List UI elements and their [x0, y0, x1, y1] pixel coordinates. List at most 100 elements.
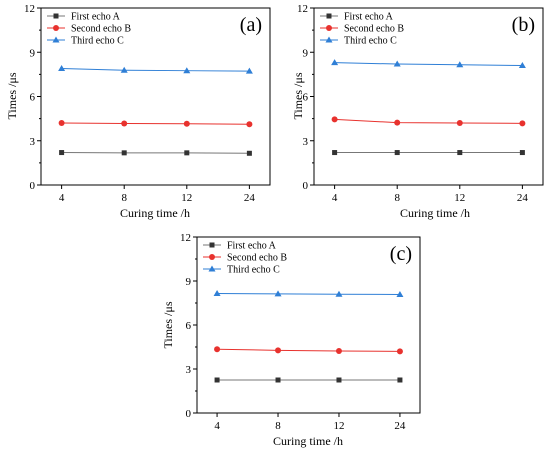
- x-tick-label: 12: [181, 192, 192, 204]
- x-tick-label: 24: [244, 192, 256, 204]
- data-point: [457, 150, 463, 156]
- series-1: [214, 377, 403, 383]
- y-axis-label: Times /μs: [5, 72, 19, 119]
- data-point: [183, 67, 191, 74]
- x-axis-label: Curing time /h: [273, 434, 343, 448]
- y-tick-label: 12: [24, 3, 35, 15]
- series-line: [61, 122, 250, 125]
- chart-panel-2: 0 3 6 9 12 4 8 12 24 Curing time /h Times /μs (b) Fi…: [291, 3, 544, 220]
- series-line: [334, 118, 523, 124]
- x-tick-label: 8: [394, 192, 400, 204]
- data-point: [393, 60, 401, 67]
- data-point: [58, 120, 65, 127]
- y-tick-label: 9: [30, 47, 36, 59]
- series-3: [213, 289, 404, 297]
- y-tick-label: 9: [303, 47, 309, 59]
- data-point: [184, 150, 190, 156]
- x-tick-label: 8: [121, 192, 127, 204]
- y-tick-label: 3: [186, 364, 192, 376]
- data-point: [121, 120, 128, 127]
- data-point: [246, 121, 253, 128]
- legend-marker: [209, 254, 215, 260]
- legend-marker: [52, 36, 60, 43]
- series-2: [58, 120, 253, 128]
- data-point: [396, 290, 404, 297]
- y-axis-label: Times /μs: [291, 72, 305, 119]
- legend-entry: First echo A: [71, 12, 121, 23]
- legend-entry: Second echo B: [71, 24, 131, 35]
- data-point: [331, 59, 339, 66]
- legend-entry: First echo A: [227, 241, 277, 252]
- data-point: [275, 347, 282, 354]
- data-point: [519, 120, 526, 127]
- series-1: [59, 150, 252, 156]
- panel-label: (a): [240, 14, 262, 36]
- y-tick-label: 0: [30, 180, 36, 192]
- chart-panel-1: 0 3 6 9 12 4 8 12 24 Curing time /h Times /μs (a) Fi…: [5, 3, 271, 220]
- data-point: [121, 150, 127, 156]
- data-point: [396, 348, 403, 355]
- data-point: [335, 290, 343, 297]
- legend-marker: [325, 36, 333, 43]
- series-line: [61, 67, 250, 72]
- y-tick-label: 0: [186, 408, 192, 420]
- panel-label: (b): [512, 14, 535, 36]
- data-point: [183, 120, 190, 127]
- data-point: [245, 67, 253, 74]
- data-point: [336, 377, 342, 383]
- legend-marker: [209, 242, 215, 248]
- y-tick-label: 9: [186, 276, 192, 288]
- data-point: [214, 346, 221, 353]
- series-line: [61, 152, 250, 154]
- y-tick-label: 6: [303, 92, 309, 104]
- legend-entry: Third echo C: [71, 36, 124, 47]
- x-tick-label: 8: [275, 420, 281, 432]
- series-2: [214, 346, 403, 355]
- y-tick-label: 3: [303, 136, 309, 148]
- data-point: [275, 377, 281, 383]
- x-axis-label: Curing time /h: [120, 206, 190, 220]
- series-1: [332, 150, 525, 156]
- data-point: [519, 150, 525, 156]
- data-point: [456, 61, 464, 68]
- panel-label: (c): [390, 243, 412, 265]
- data-point: [59, 150, 65, 156]
- x-tick-label: 4: [332, 192, 338, 204]
- data-point: [246, 150, 252, 156]
- chart-panel-3: 0 3 6 9 12 4 8 12 24 Curing time /h Times /μs (c) Fi…: [161, 232, 421, 448]
- y-tick-label: 0: [303, 180, 309, 192]
- data-point: [214, 377, 220, 383]
- legend-marker: [53, 25, 59, 31]
- series-line: [334, 62, 523, 67]
- series-line: [217, 292, 400, 295]
- y-tick-label: 3: [30, 136, 36, 148]
- x-axis-label: Curing time /h: [400, 206, 470, 220]
- y-tick-label: 12: [180, 232, 191, 244]
- y-tick-label: 6: [30, 92, 36, 104]
- legend-entry: Third echo C: [227, 265, 280, 276]
- y-tick-label: 12: [297, 3, 308, 15]
- data-point: [456, 120, 463, 127]
- legend-marker: [53, 13, 59, 19]
- x-tick-label: 24: [394, 420, 406, 432]
- series-2: [331, 116, 526, 127]
- x-tick-label: 24: [517, 192, 529, 204]
- data-point: [331, 116, 338, 123]
- x-tick-label: 12: [333, 420, 344, 432]
- data-point: [58, 64, 66, 71]
- legend-entry: Second echo B: [344, 24, 404, 35]
- x-tick-label: 4: [214, 420, 220, 432]
- x-tick-label: 12: [454, 192, 465, 204]
- data-point: [518, 62, 526, 69]
- data-point: [394, 150, 400, 156]
- legend-marker: [326, 25, 332, 31]
- legend-entry: Second echo B: [227, 253, 287, 264]
- y-axis-label: Times /μs: [161, 301, 175, 348]
- data-point: [120, 66, 128, 73]
- data-point: [397, 377, 403, 383]
- series-3: [58, 64, 253, 74]
